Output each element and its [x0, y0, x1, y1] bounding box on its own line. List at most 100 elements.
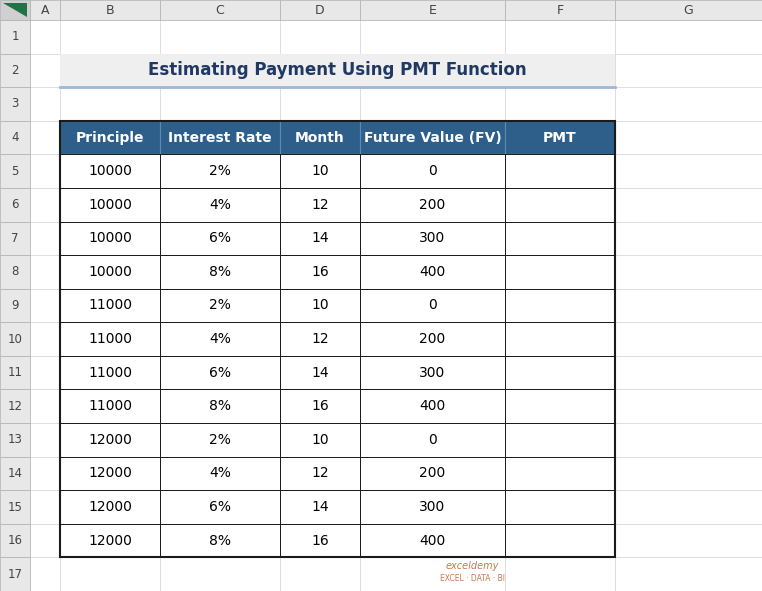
Bar: [160, 557, 280, 591]
Text: 16: 16: [311, 534, 329, 548]
Bar: [30, 356, 60, 389]
Bar: [280, 389, 360, 423]
Bar: [60, 188, 160, 222]
Bar: [615, 524, 762, 557]
Bar: [160, 389, 280, 423]
Bar: [0, 0, 30, 20]
Text: 10: 10: [311, 298, 329, 313]
Text: 8%: 8%: [209, 400, 231, 413]
Text: F: F: [556, 4, 564, 17]
Bar: [505, 423, 615, 457]
Bar: [360, 222, 505, 255]
Bar: [30, 289, 60, 322]
Text: 2%: 2%: [209, 433, 231, 447]
Bar: [360, 423, 505, 457]
Text: 200: 200: [419, 466, 446, 480]
Bar: [615, 20, 762, 54]
Bar: [30, 423, 60, 457]
Text: 12000: 12000: [88, 466, 132, 480]
Bar: [0, 20, 30, 54]
Bar: [60, 0, 160, 20]
Bar: [615, 322, 762, 356]
Bar: [160, 188, 280, 222]
Bar: [160, 154, 280, 188]
Bar: [60, 491, 160, 524]
Bar: [160, 356, 280, 389]
Bar: [505, 188, 615, 222]
Text: 14: 14: [311, 366, 329, 379]
Bar: [60, 389, 160, 423]
Bar: [280, 423, 360, 457]
Bar: [0, 322, 30, 356]
Bar: [60, 222, 160, 255]
Text: 200: 200: [419, 332, 446, 346]
Bar: [615, 491, 762, 524]
Bar: [160, 188, 280, 222]
Bar: [160, 491, 280, 524]
Bar: [160, 423, 280, 457]
Bar: [280, 87, 360, 121]
Bar: [360, 356, 505, 389]
Text: B: B: [106, 4, 114, 17]
Bar: [160, 222, 280, 255]
Bar: [160, 322, 280, 356]
Bar: [30, 154, 60, 188]
Bar: [30, 20, 60, 54]
Bar: [360, 87, 505, 121]
Text: 0: 0: [428, 164, 437, 178]
Bar: [160, 222, 280, 255]
Bar: [360, 423, 505, 457]
Bar: [60, 457, 160, 491]
Bar: [505, 557, 615, 591]
Bar: [160, 54, 280, 87]
Bar: [60, 121, 160, 154]
Bar: [160, 289, 280, 322]
Bar: [0, 121, 30, 154]
Bar: [0, 289, 30, 322]
Bar: [360, 322, 505, 356]
Text: 12000: 12000: [88, 500, 132, 514]
Bar: [505, 54, 615, 87]
Bar: [615, 557, 762, 591]
Text: 200: 200: [419, 198, 446, 212]
Bar: [280, 222, 360, 255]
Bar: [505, 121, 615, 154]
Bar: [60, 255, 160, 289]
Bar: [360, 524, 505, 557]
Bar: [280, 154, 360, 188]
Bar: [360, 491, 505, 524]
Bar: [360, 289, 505, 322]
Text: 6: 6: [11, 198, 19, 211]
Text: 2: 2: [11, 64, 19, 77]
Text: Month: Month: [295, 131, 345, 145]
Bar: [505, 322, 615, 356]
Bar: [505, 524, 615, 557]
Bar: [280, 356, 360, 389]
Text: 11000: 11000: [88, 400, 132, 413]
Bar: [505, 389, 615, 423]
Bar: [505, 20, 615, 54]
Bar: [60, 524, 160, 557]
Bar: [615, 255, 762, 289]
Text: Interest Rate: Interest Rate: [168, 131, 272, 145]
Bar: [280, 322, 360, 356]
Text: Estimating Payment Using PMT Function: Estimating Payment Using PMT Function: [148, 61, 527, 79]
Bar: [280, 356, 360, 389]
Bar: [360, 389, 505, 423]
Bar: [30, 54, 60, 87]
Text: 13: 13: [8, 433, 22, 446]
Text: 300: 300: [419, 500, 446, 514]
Bar: [360, 121, 505, 154]
Bar: [280, 255, 360, 289]
Bar: [280, 423, 360, 457]
Bar: [615, 0, 762, 20]
Bar: [160, 121, 280, 154]
Bar: [60, 188, 160, 222]
Bar: [615, 87, 762, 121]
Text: exceldemy: exceldemy: [446, 561, 499, 571]
Bar: [0, 457, 30, 491]
Bar: [360, 20, 505, 54]
Bar: [30, 255, 60, 289]
Bar: [30, 0, 60, 20]
Text: 7: 7: [11, 232, 19, 245]
